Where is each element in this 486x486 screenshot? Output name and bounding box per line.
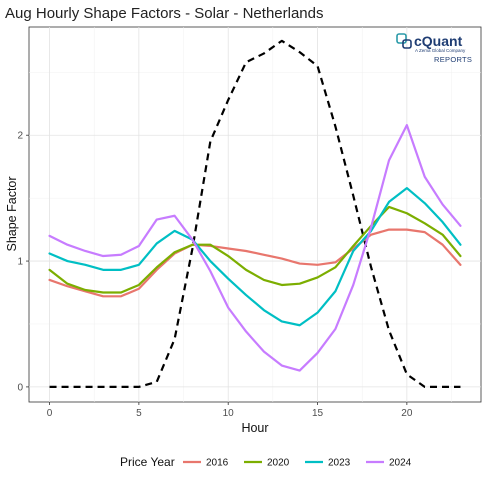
logo-name: cQuant	[414, 33, 463, 49]
legend: Price Year 2016 2020 2023 2024	[120, 455, 412, 469]
reference-line-layer	[49, 39, 461, 388]
reference-dashed-line	[49, 39, 461, 388]
x-axis-title: Hour	[241, 421, 268, 435]
x-tick-label: 0	[47, 408, 53, 419]
chart-title: Aug Hourly Shape Factors - Solar - Nethe…	[5, 5, 323, 22]
legend-label-2024: 2024	[389, 458, 412, 469]
y-tick-label: 2	[17, 131, 23, 142]
legend-label-2016: 2016	[206, 458, 229, 469]
plot-panel	[28, 26, 482, 403]
series-line-2020	[48, 205, 462, 294]
x-tick-label: 20	[401, 408, 413, 419]
legend-label-2020: 2020	[267, 458, 290, 469]
series-layer	[48, 124, 462, 372]
x-tick-label: 10	[223, 408, 235, 419]
legend-label-2023: 2023	[328, 458, 351, 469]
x-tick-label: 5	[136, 408, 142, 419]
series-line-2023	[48, 186, 462, 327]
logo-tagline: A Zema Global Company	[415, 48, 466, 53]
legend-items: 2016 2020 2023 2024	[183, 458, 412, 469]
y-tick-label: 1	[17, 257, 23, 268]
cquant-logo-icon	[396, 33, 412, 49]
y-axis: 0 1 2	[17, 131, 29, 393]
y-axis-title: Shape Factor	[5, 176, 19, 251]
cquant-logo: cQuant A Zema Global Company REPORTS	[396, 33, 472, 64]
series-line-2016	[48, 228, 462, 298]
legend-title: Price Year	[120, 455, 175, 469]
y-tick-label: 0	[17, 382, 23, 393]
logo-reports: REPORTS	[434, 55, 472, 64]
x-axis: 0 5 10 15 20	[47, 402, 413, 419]
series-line-2024	[48, 124, 462, 372]
x-tick-label: 15	[312, 408, 324, 419]
